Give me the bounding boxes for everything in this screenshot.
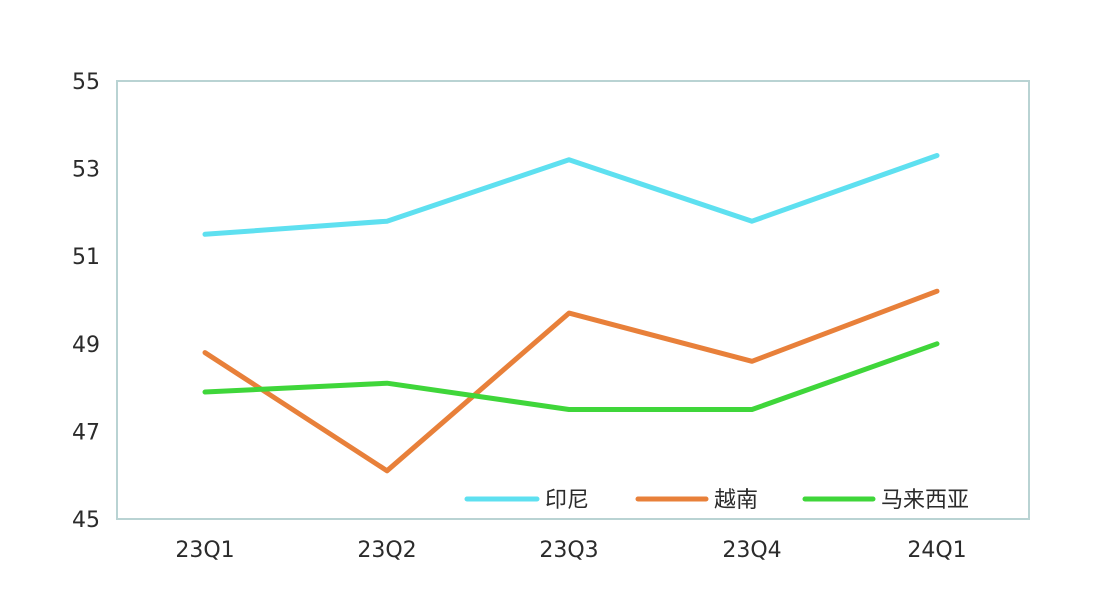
x-axis-ticks: 23Q1 23Q2 23Q3 23Q4 24Q1 [175,538,966,563]
y-axis-ticks: 45 47 49 51 53 55 [72,70,100,533]
x-tick-label: 23Q2 [357,538,416,563]
x-tick-label: 24Q1 [907,538,966,563]
y-tick-label: 45 [72,508,100,533]
x-tick-label: 23Q3 [539,538,598,563]
y-tick-label: 55 [72,70,100,95]
series-line [202,341,940,412]
series-lines [202,153,940,474]
y-tick-label: 51 [72,245,100,270]
series-line [202,288,940,474]
legend-label: 印尼 [545,488,589,513]
legend-label: 越南 [714,488,758,513]
y-tick-label: 53 [72,158,100,183]
x-tick-label: 23Q1 [175,538,234,563]
legend: 印尼 越南 马来西亚 [464,488,969,513]
y-tick-label: 47 [72,420,100,445]
x-tick-label: 23Q4 [722,538,781,563]
legend-label: 马来西亚 [881,488,969,513]
y-tick-label: 49 [72,333,100,358]
plot-area-frame [116,80,1030,520]
series-line [202,153,940,237]
